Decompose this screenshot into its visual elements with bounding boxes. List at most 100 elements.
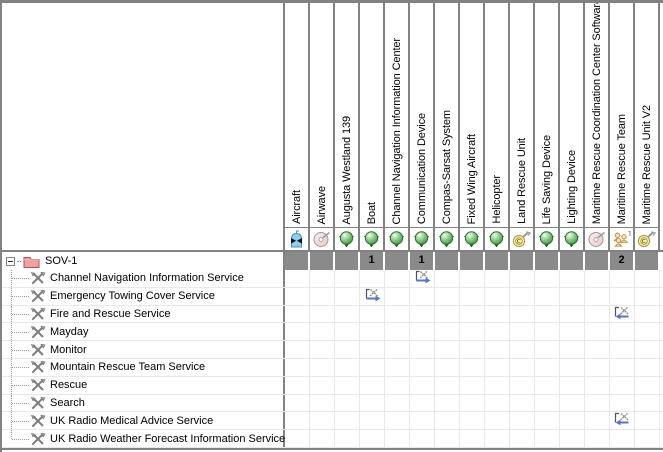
matrix-cell[interactable] xyxy=(560,394,585,412)
count-cell[interactable] xyxy=(435,252,460,270)
matrix-cell[interactable] xyxy=(385,412,410,430)
matrix-cell[interactable] xyxy=(560,430,585,447)
matrix-cell[interactable] xyxy=(635,270,660,287)
matrix-cell[interactable] xyxy=(535,287,560,305)
matrix-cell[interactable] xyxy=(585,305,610,323)
matrix-cell[interactable] xyxy=(360,323,385,341)
matrix-cell[interactable] xyxy=(460,412,485,430)
matrix-cell[interactable] xyxy=(635,323,660,341)
matrix-cell[interactable] xyxy=(385,305,410,323)
matrix-cell[interactable] xyxy=(635,376,660,394)
matrix-cell[interactable] xyxy=(635,394,660,412)
row-group-sov1[interactable]: SOV-1 xyxy=(2,252,285,270)
matrix-cell[interactable] xyxy=(385,358,410,376)
row-header-mountain-rescue-team-service[interactable]: Mountain Rescue Team Service xyxy=(2,358,285,376)
matrix-cell[interactable] xyxy=(310,270,335,287)
matrix-cell[interactable] xyxy=(285,376,310,394)
matrix-cell[interactable] xyxy=(535,430,560,447)
matrix-cell[interactable] xyxy=(310,341,335,358)
matrix-cell[interactable] xyxy=(410,394,435,412)
matrix-cell[interactable] xyxy=(285,394,310,412)
matrix-cell[interactable] xyxy=(560,412,585,430)
count-cell[interactable] xyxy=(485,252,510,270)
matrix-cell[interactable] xyxy=(535,323,560,341)
column-header-maritime-rescue-unit-v2[interactable]: Maritime Rescue Unit V2 © xyxy=(635,3,660,250)
column-header-channel-navigation-information-center[interactable]: Channel Navigation Information Center xyxy=(385,3,410,250)
matrix-cell[interactable] xyxy=(385,341,410,358)
matrix-cell[interactable] xyxy=(360,305,385,323)
column-header-airwave[interactable]: Airwave xyxy=(310,3,335,250)
matrix-cell[interactable] xyxy=(635,412,660,430)
matrix-cell[interactable] xyxy=(435,412,460,430)
column-header-compas-sarsat-system[interactable]: Compas-Sarsat System xyxy=(435,3,460,250)
matrix-cell[interactable] xyxy=(360,270,385,287)
matrix-cell[interactable] xyxy=(510,323,535,341)
matrix-cell[interactable] xyxy=(310,287,335,305)
matrix-cell[interactable] xyxy=(585,287,610,305)
matrix-cell[interactable] xyxy=(635,341,660,358)
matrix-cell[interactable] xyxy=(435,323,460,341)
matrix-cell[interactable] xyxy=(610,394,635,412)
matrix-cell[interactable] xyxy=(585,323,610,341)
count-cell[interactable] xyxy=(635,252,660,270)
matrix-cell[interactable] xyxy=(535,270,560,287)
matrix-cell[interactable] xyxy=(535,376,560,394)
matrix-cell[interactable] xyxy=(335,394,360,412)
matrix-cell[interactable] xyxy=(410,305,435,323)
matrix-cell[interactable] xyxy=(335,376,360,394)
matrix-cell[interactable] xyxy=(335,430,360,447)
matrix-cell[interactable] xyxy=(635,430,660,447)
matrix-cell[interactable] xyxy=(285,412,310,430)
matrix-cell[interactable] xyxy=(485,341,510,358)
matrix-cell[interactable] xyxy=(385,323,410,341)
matrix-cell[interactable] xyxy=(485,394,510,412)
count-cell[interactable] xyxy=(535,252,560,270)
matrix-cell[interactable] xyxy=(335,412,360,430)
matrix-cell[interactable] xyxy=(560,323,585,341)
column-header-maritime-rescue-coordination-center-software[interactable]: Maritime Rescue Coordination Center Soft… xyxy=(585,3,610,250)
column-header-maritime-rescue-team[interactable]: Maritime Rescue Team T xyxy=(610,3,635,250)
matrix-cell[interactable] xyxy=(385,430,410,447)
row-header-fire-and-rescue-service[interactable]: Fire and Rescue Service xyxy=(2,305,285,323)
count-cell[interactable] xyxy=(385,252,410,270)
matrix-cell[interactable] xyxy=(285,323,310,341)
matrix-cell[interactable] xyxy=(585,430,610,447)
matrix-cell[interactable] xyxy=(485,412,510,430)
matrix-cell[interactable] xyxy=(610,412,635,430)
count-cell[interactable]: 1 xyxy=(360,252,385,270)
matrix-cell[interactable] xyxy=(610,270,635,287)
matrix-cell[interactable] xyxy=(360,376,385,394)
matrix-cell[interactable] xyxy=(360,394,385,412)
matrix-cell[interactable] xyxy=(385,376,410,394)
count-cell[interactable] xyxy=(310,252,335,270)
matrix-cell[interactable] xyxy=(435,341,460,358)
matrix-cell[interactable] xyxy=(535,394,560,412)
matrix-cell[interactable] xyxy=(460,270,485,287)
matrix-cell[interactable] xyxy=(310,412,335,430)
count-cell[interactable] xyxy=(585,252,610,270)
matrix-cell[interactable] xyxy=(635,358,660,376)
matrix-cell[interactable] xyxy=(585,412,610,430)
matrix-cell[interactable] xyxy=(485,287,510,305)
matrix-cell[interactable] xyxy=(635,305,660,323)
matrix-cell[interactable] xyxy=(610,430,635,447)
matrix-cell[interactable] xyxy=(585,358,610,376)
matrix-cell[interactable] xyxy=(560,341,585,358)
matrix-cell[interactable] xyxy=(510,376,535,394)
matrix-cell[interactable] xyxy=(285,358,310,376)
column-header-communication-device[interactable]: Communication Device xyxy=(410,3,435,250)
matrix-cell[interactable] xyxy=(310,394,335,412)
matrix-cell[interactable] xyxy=(285,430,310,447)
matrix-cell[interactable] xyxy=(510,270,535,287)
matrix-cell[interactable] xyxy=(560,270,585,287)
matrix-cell[interactable] xyxy=(360,341,385,358)
matrix-cell[interactable] xyxy=(610,341,635,358)
row-header-rescue[interactable]: Rescue xyxy=(2,376,285,394)
matrix-cell[interactable] xyxy=(460,287,485,305)
column-header-boat[interactable]: Boat xyxy=(360,3,385,250)
matrix-cell[interactable] xyxy=(360,412,385,430)
matrix-cell[interactable] xyxy=(435,376,460,394)
matrix-cell[interactable] xyxy=(435,358,460,376)
matrix-cell[interactable] xyxy=(435,430,460,447)
matrix-cell[interactable] xyxy=(535,305,560,323)
